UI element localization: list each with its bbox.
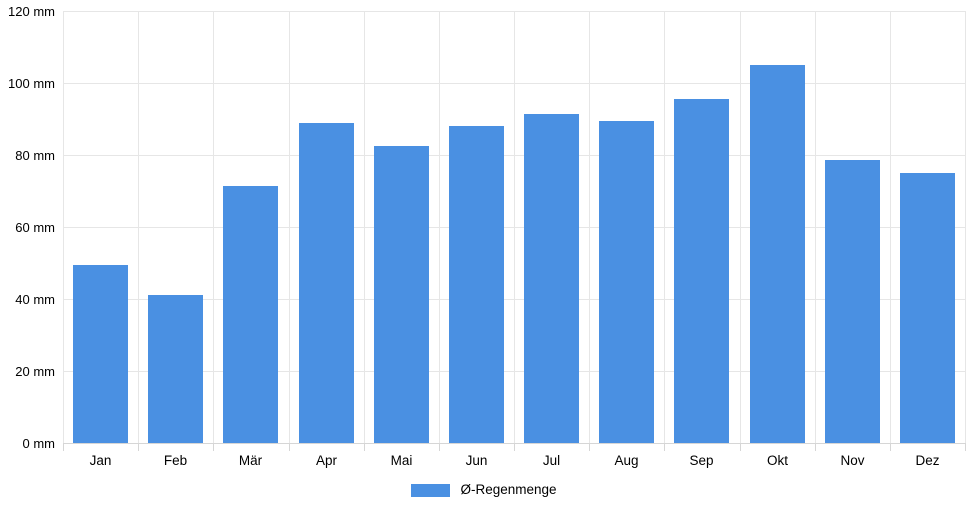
v-gridline-10 (815, 11, 816, 443)
v-gridline-3 (289, 11, 290, 443)
legend-swatch (411, 483, 451, 497)
y-axis-label-40: 40 mm (15, 292, 55, 307)
bar-jul[interactable] (524, 114, 579, 443)
bar-feb[interactable] (148, 295, 203, 443)
x-axis-label-jul: Jul (542, 453, 561, 468)
v-gridline-7 (589, 11, 590, 443)
v-gridline-5 (439, 11, 440, 443)
x-axis-label-mär: Mär (238, 453, 263, 468)
x-axis-tick-4 (364, 443, 365, 451)
x-axis-label-sep: Sep (689, 453, 714, 468)
bar-dez[interactable] (900, 173, 955, 443)
x-axis-tick-10 (815, 443, 816, 451)
x-axis-tick-5 (439, 443, 440, 451)
x-axis-tick-11 (890, 443, 891, 451)
bar-nov[interactable] (825, 160, 880, 443)
v-gridline-6 (514, 11, 515, 443)
x-axis-tick-1 (138, 443, 139, 451)
x-axis-tick-6 (514, 443, 515, 451)
x-axis-label-okt: Okt (766, 453, 788, 468)
v-gridline-9 (740, 11, 741, 443)
v-gridline-11 (890, 11, 891, 443)
v-gridline-0 (63, 11, 64, 443)
v-gridline-12 (965, 11, 966, 443)
legend-item-regenmenge[interactable]: Ø-Regenmenge (0, 481, 968, 499)
x-axis-label-aug: Aug (614, 453, 639, 468)
legend-label: Ø-Regenmenge (460, 482, 557, 497)
x-axis-label-feb: Feb (163, 453, 188, 468)
bar-okt[interactable] (750, 65, 805, 443)
x-axis-label-nov: Nov (840, 453, 865, 468)
x-axis-label-apr: Apr (315, 453, 337, 468)
x-axis-label-mai: Mai (390, 453, 413, 468)
y-axis-label-20: 20 mm (15, 364, 55, 379)
bar-jun[interactable] (449, 126, 504, 443)
v-gridline-2 (213, 11, 214, 443)
x-axis-tick-3 (289, 443, 290, 451)
x-axis-tick-2 (213, 443, 214, 451)
bar-jan[interactable] (73, 265, 128, 443)
y-axis-label-0: 0 mm (22, 436, 56, 451)
v-gridline-4 (364, 11, 365, 443)
bar-aug[interactable] (599, 121, 654, 443)
x-axis-tick-12 (965, 443, 966, 451)
x-axis-tick-8 (664, 443, 665, 451)
x-axis-tick-7 (589, 443, 590, 451)
y-axis-label-120: 120 mm (8, 4, 55, 19)
y-axis-label-100: 100 mm (8, 76, 55, 91)
bar-apr[interactable] (299, 123, 354, 443)
bar-sep[interactable] (674, 99, 729, 443)
y-axis-label-80: 80 mm (15, 148, 55, 163)
v-gridline-8 (664, 11, 665, 443)
x-axis-tick-9 (740, 443, 741, 451)
bar-mai[interactable] (374, 146, 429, 443)
v-gridline-1 (138, 11, 139, 443)
bar-mär[interactable] (223, 186, 278, 443)
x-axis-tick-0 (63, 443, 64, 451)
y-axis-label-60: 60 mm (15, 220, 55, 235)
x-axis-label-jun: Jun (465, 453, 488, 468)
x-axis-label-dez: Dez (915, 453, 940, 468)
x-axis-label-jan: Jan (89, 453, 112, 468)
